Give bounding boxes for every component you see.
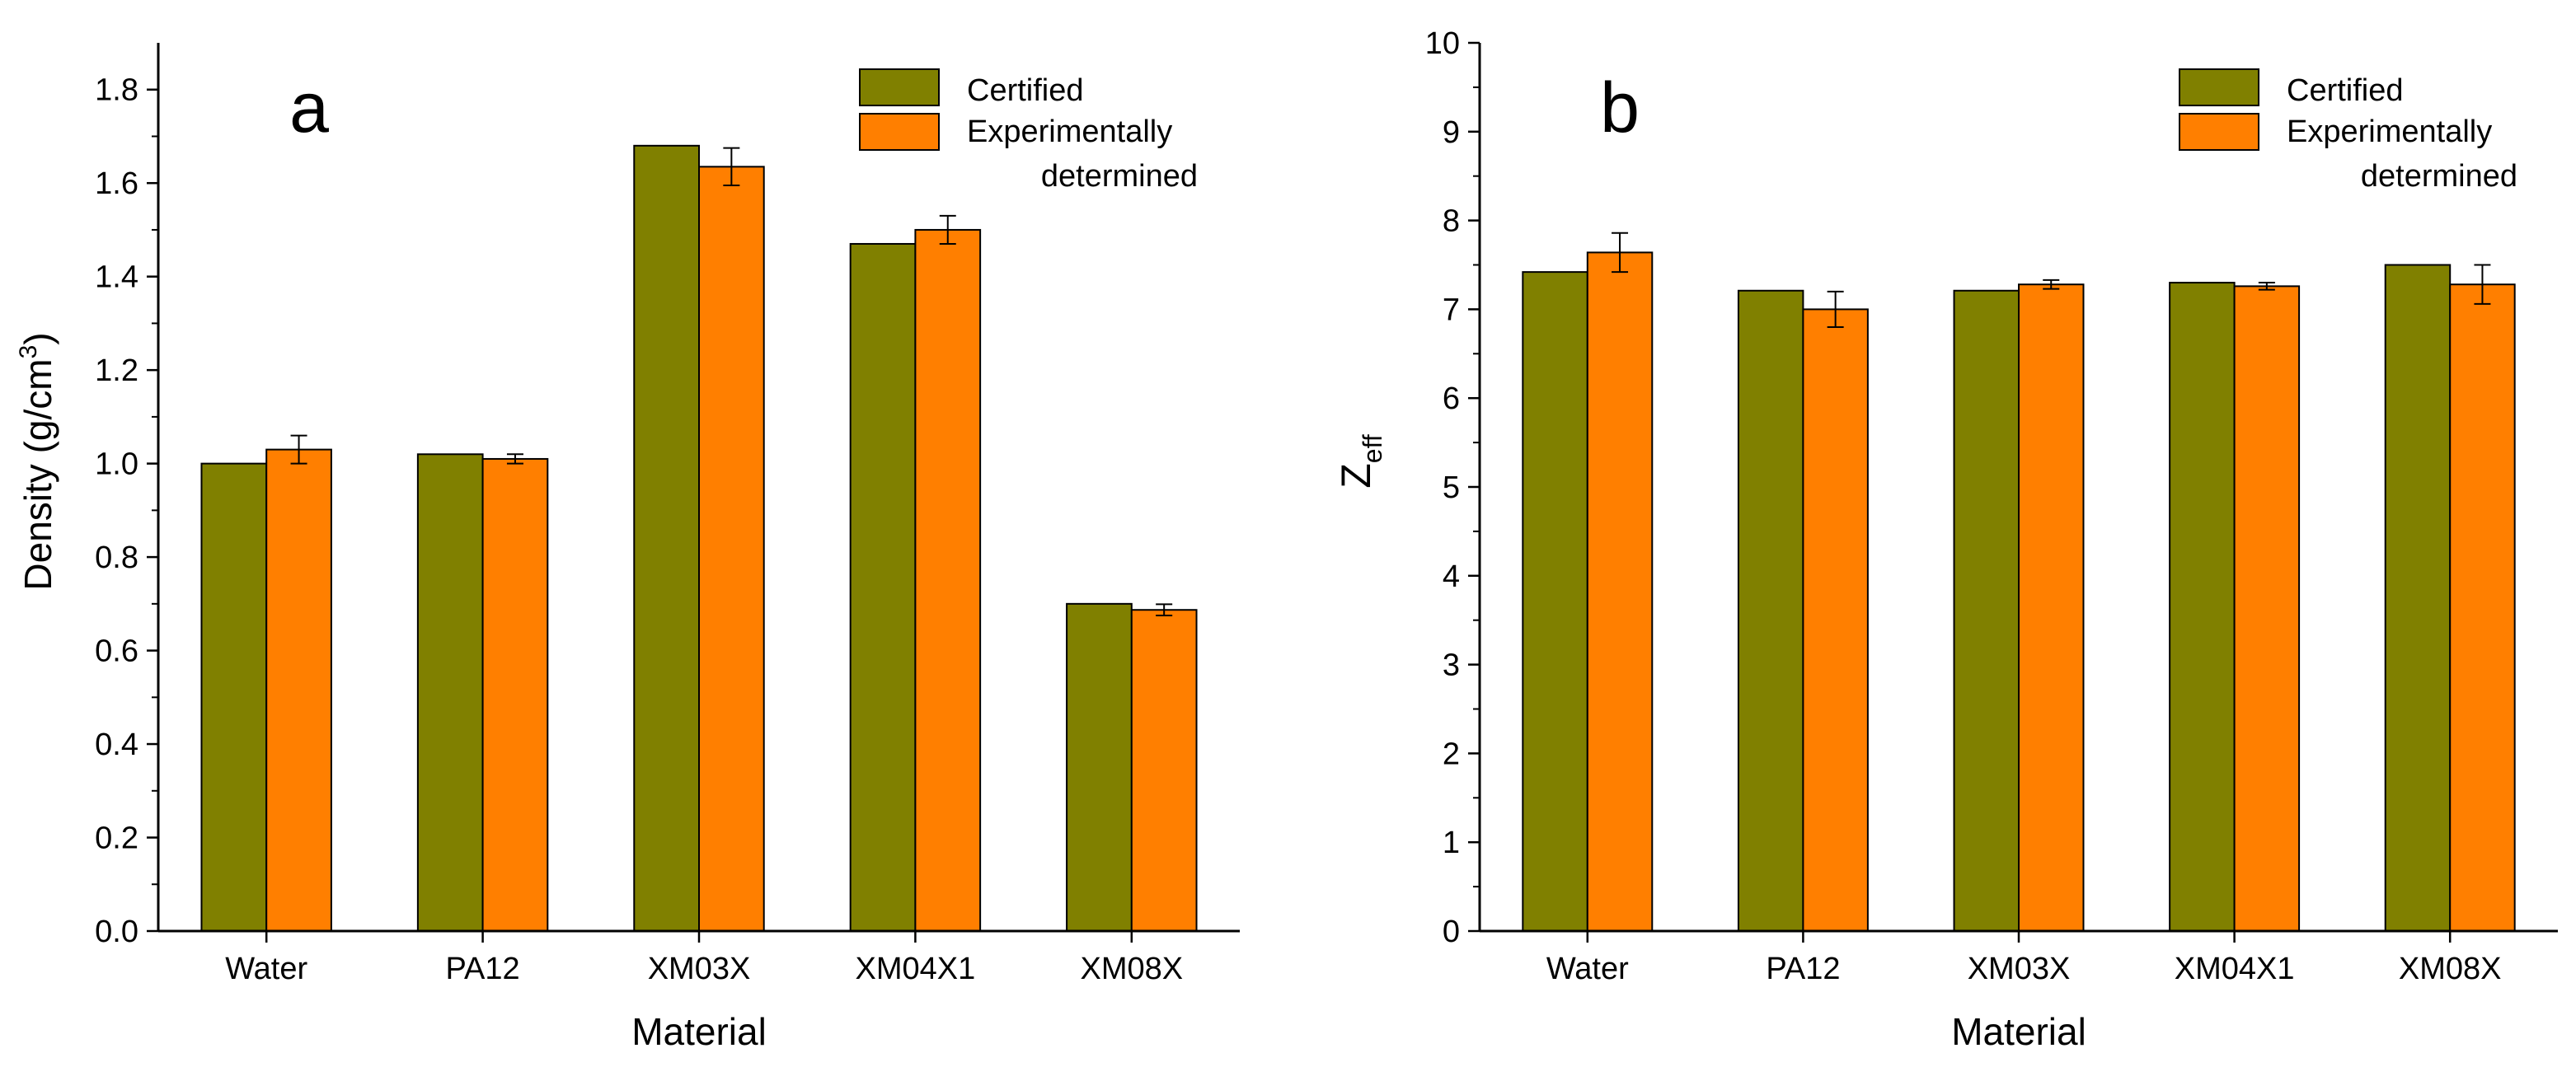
- panel-a-bar-experimental-xm08x: [1130, 609, 1198, 932]
- panel-a-bar-experimental-water: [265, 448, 332, 932]
- panel-b-legend-label-experimentally: Experimentally: [2287, 115, 2492, 149]
- panel-a-legend-label-experimentally: Experimentally: [967, 115, 1172, 149]
- panel-a-bar-certified-xm03x: [633, 144, 701, 933]
- panel-a-bar-experimental-pa12: [481, 457, 549, 932]
- panel-a-bar-certified-xm04x1: [849, 242, 917, 932]
- panel-a-x-tick-label: XM08X: [1080, 952, 1183, 986]
- panel-a-error-bars: [290, 147, 1173, 617]
- panel-b-x-tick-label: XM08X: [2399, 952, 2502, 986]
- panel-b-legend-swatch-certified: [2179, 68, 2259, 106]
- panel-b-y-axis-title-sub: eff: [1358, 434, 1387, 463]
- panel-b-y-tick-label: 10: [1425, 26, 1460, 61]
- panel-a-legend-swatch-certified: [859, 68, 940, 106]
- panel-a-y-axis-title-tail: ): [16, 332, 59, 344]
- panel-a-density-chart: 0.0 0.2 0.4 0.6 0.8 1.0 1.2 1.4 1.6 1.8 Water PA12…: [15, 43, 1240, 1053]
- panel-a-y-tick-label: 1.8: [95, 73, 138, 108]
- panel-a-y-axis-title-sup: 3: [15, 345, 42, 359]
- panel-b-bars: [1522, 251, 2516, 932]
- panel-b-error-bars: [1612, 232, 2491, 328]
- panel-a-x-tick-label: PA12: [446, 952, 520, 986]
- panel-b-x-tick-label: XM04X1: [2175, 952, 2295, 986]
- panel-a-bar-experimental-xm03x: [698, 166, 765, 932]
- panel-b-bar-experimental-water: [1586, 251, 1654, 932]
- panel-b-legend-swatch-experimental: [2179, 113, 2259, 151]
- panel-b-label: b: [1600, 68, 1640, 147]
- panel-b-bar-experimental-xm08x: [2449, 283, 2516, 932]
- panel-b-bar-certified-xm03x: [1953, 289, 2020, 932]
- panel-b-bar-certified-water: [1522, 271, 1588, 932]
- panel-a-bar-certified-pa12: [416, 453, 484, 932]
- panel-b-y-ticks: 0 1 2 3 4 5 6 7 8 9 10: [1425, 26, 1480, 949]
- panel-b-y-tick-label: 8: [1443, 204, 1460, 239]
- panel-a-y-tick-label: 0.0: [95, 915, 138, 949]
- panel-b-y-tick-label: 6: [1443, 381, 1460, 416]
- panel-a-y-axis-title: Density (g/cm3): [15, 332, 59, 590]
- panel-b-bar-certified-xm04x1: [2169, 282, 2236, 932]
- panel-a-legend-label-determined: determined: [1041, 159, 1198, 194]
- panel-a-y-tick-label: 0.2: [95, 821, 138, 856]
- panel-a-error-bar-water: [290, 434, 307, 465]
- panel-a-x-tick-label: XM03X: [648, 952, 751, 986]
- panel-b-x-tick-label: XM03X: [1968, 952, 2071, 986]
- panel-a-x-tick-label: XM04X1: [856, 952, 976, 986]
- panel-b-y-axis-title: Zeff: [1333, 434, 1387, 489]
- panel-b-error-bar-water: [1612, 232, 1629, 274]
- panel-b-legend-label-determined: determined: [2361, 159, 2517, 194]
- panel-b-y-tick-label: 3: [1443, 648, 1460, 683]
- panel-b-error-bar-xm08x: [2474, 264, 2491, 305]
- panel-b-y-tick-label: 2: [1443, 737, 1460, 771]
- panel-b-error-bar-pa12: [1827, 290, 1844, 328]
- panel-b-bar-certified-xm08x: [2384, 264, 2452, 932]
- panel-a-y-tick-label: 0.4: [95, 728, 138, 762]
- panel-b-legend: Certified Experimentally determined: [2179, 68, 2517, 194]
- panel-b-bar-experimental-pa12: [1802, 308, 1869, 932]
- panel-a-y-tick-label: 0.8: [95, 541, 138, 575]
- panel-b-y-tick-label: 5: [1443, 470, 1460, 505]
- panel-a-bar-experimental-xm04x1: [914, 228, 982, 932]
- panel-b-x-tick-label: Water: [1546, 952, 1629, 986]
- panel-a-label: a: [289, 68, 329, 147]
- panel-b-y-tick-label: 7: [1443, 292, 1460, 327]
- panel-a-bar-certified-water: [200, 462, 268, 932]
- panel-b-bar-certified-pa12: [1737, 289, 1804, 932]
- panel-a-x-tick-label: Water: [225, 952, 307, 986]
- panel-b-x-ticks: Water PA12 XM03X XM04X1 XM08X: [1546, 931, 2502, 986]
- panel-a-error-bar-xm04x1: [939, 214, 956, 245]
- panel-a-x-axis-title: Material: [631, 1010, 767, 1053]
- panel-b-bar-experimental-xm03x: [2018, 283, 2085, 932]
- panel-a-error-bar-xm03x: [723, 147, 740, 187]
- panel-b-zeff-chart: 0 1 2 3 4 5 6 7 8 9 10 Water PA12 XM03X XM04X1 XM08X b…: [1333, 26, 2558, 1053]
- panel-b-bar-experimental-xm04x1: [2233, 285, 2301, 932]
- panel-b-x-tick-label: PA12: [1766, 952, 1840, 986]
- panel-a-bars: [200, 144, 1198, 933]
- panel-b-legend-label-certified: Certified: [2287, 73, 2404, 108]
- panel-a-error-bar-pa12: [506, 453, 523, 465]
- panel-a-y-tick-label: 1.0: [95, 447, 138, 482]
- panel-a-y-tick-label: 1.6: [95, 166, 138, 201]
- panel-a-y-tick-label: 1.4: [95, 260, 138, 295]
- panel-b-x-axis-title: Material: [1951, 1010, 2086, 1053]
- panel-a-legend-label-certified: Certified: [967, 73, 1084, 108]
- panel-a-error-bar-xm08x: [1156, 603, 1173, 617]
- panel-a-y-tick-label: 1.2: [95, 353, 138, 388]
- panel-a-y-axis-title-main: Density (g/cm: [16, 358, 59, 590]
- panel-b-y-tick-label: 1: [1443, 826, 1460, 860]
- panel-b-error-bar-xm04x1: [2258, 282, 2275, 291]
- panel-b-y-tick-label: 9: [1443, 115, 1460, 150]
- panel-a-legend: Certified Experimentally determined: [859, 68, 1198, 194]
- panel-b-y-axis-title-main: Z: [1333, 463, 1379, 489]
- panel-b-y-tick-label: 4: [1443, 559, 1460, 594]
- panel-a-y-tick-label: 0.6: [95, 634, 138, 669]
- panel-a-y-ticks: 0.0 0.2 0.4 0.6 0.8 1.0 1.2 1.4 1.6 1.8: [95, 73, 158, 949]
- panel-b-error-bar-xm03x: [2043, 278, 2060, 290]
- panel-b-y-tick-label: 0: [1443, 915, 1460, 949]
- panel-a-bar-certified-xm08x: [1066, 602, 1133, 932]
- panel-a-x-ticks: Water PA12 XM03X XM04X1 XM08X: [225, 931, 1183, 986]
- panel-a-legend-swatch-experimental: [859, 113, 940, 151]
